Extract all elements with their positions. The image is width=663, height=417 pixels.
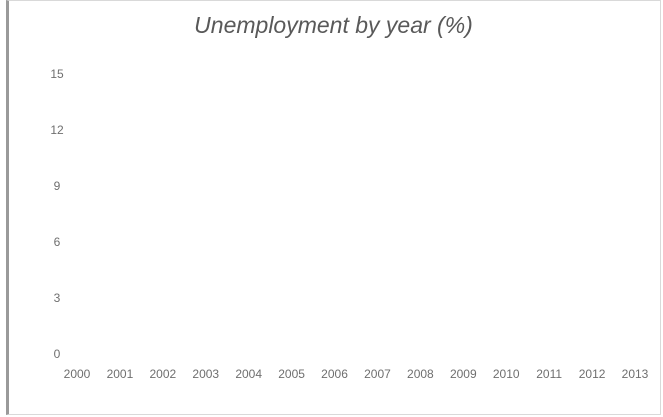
y-tick-label: 3 xyxy=(54,291,61,305)
chart-frame xyxy=(6,0,661,415)
y-tick-label: 15 xyxy=(50,67,64,81)
x-tick-label: 2009 xyxy=(450,367,477,381)
x-tick-label: 2003 xyxy=(192,367,219,381)
y-tick-label: 12 xyxy=(50,123,64,137)
x-tick-label: 2012 xyxy=(579,367,606,381)
x-tick-label: 2013 xyxy=(622,367,649,381)
x-tick-label: 2006 xyxy=(321,367,348,381)
x-tick-label: 2002 xyxy=(149,367,176,381)
x-tick-label: 2004 xyxy=(235,367,262,381)
chart-title: Unemployment by year (%) xyxy=(194,12,473,38)
x-tick-label: 2007 xyxy=(364,367,391,381)
x-tick-label: 2001 xyxy=(107,367,134,381)
y-tick-label: 0 xyxy=(54,347,61,361)
y-tick-label: 6 xyxy=(54,235,61,249)
x-tick-label: 2008 xyxy=(407,367,434,381)
x-tick-label: 2011 xyxy=(536,367,562,381)
x-tick-label: 2000 xyxy=(64,367,91,381)
x-tick-label: 2005 xyxy=(278,367,305,381)
y-tick-label: 9 xyxy=(54,179,61,193)
x-tick-label: 2010 xyxy=(493,367,520,381)
x-axis-tick-labels: 2000 2001 2002 2003 2004 2005 2006 2007 2008 2009… xyxy=(64,367,649,381)
y-axis-tick-labels: 0 3 6 9 12 15 xyxy=(50,67,64,361)
